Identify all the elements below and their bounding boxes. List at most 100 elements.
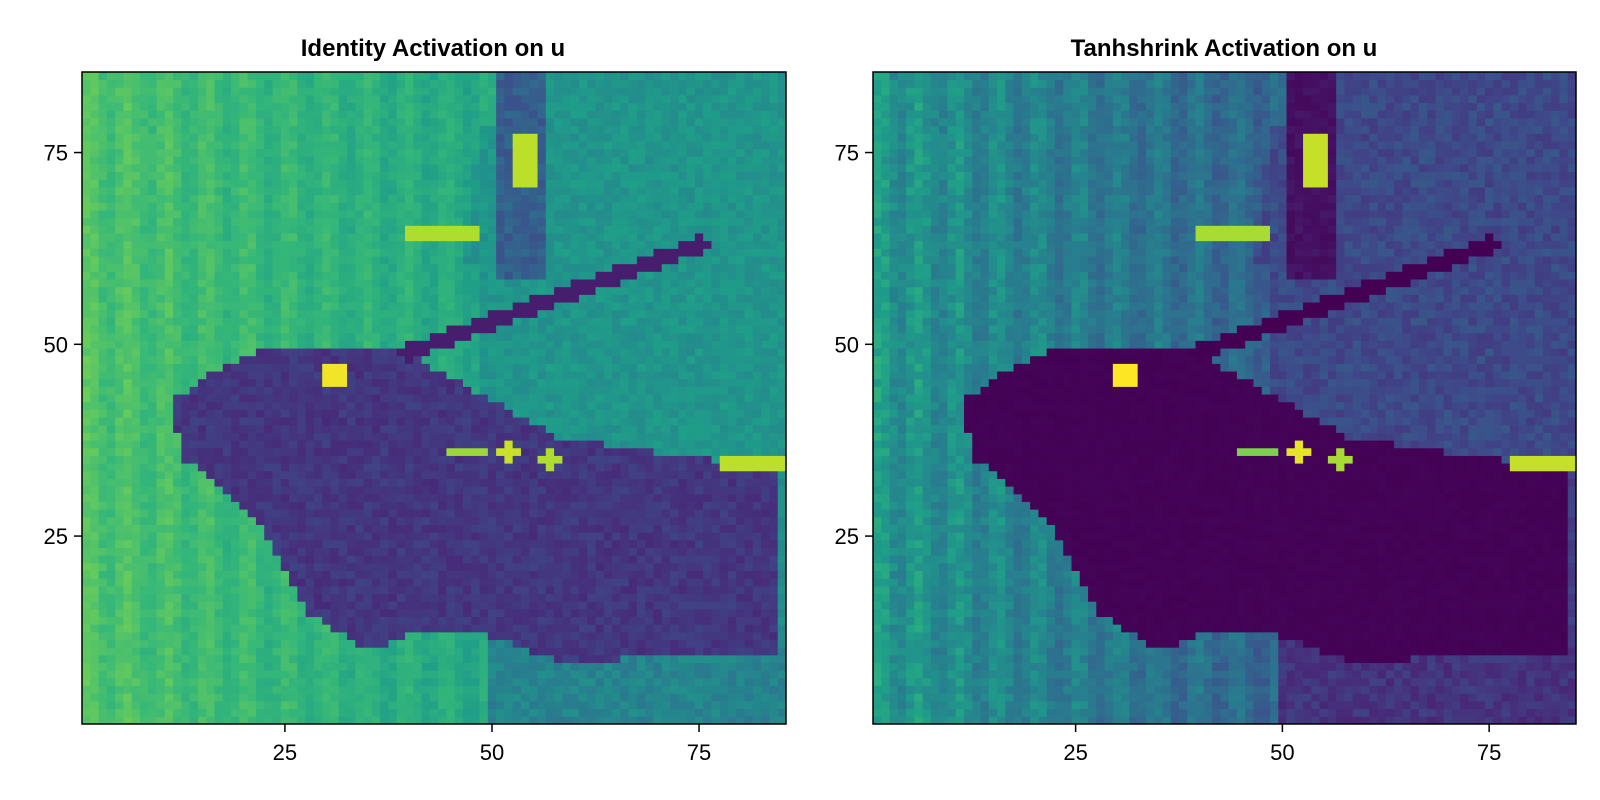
- heatmap-cell: [90, 716, 99, 725]
- heatmap-cell: [438, 355, 447, 364]
- heatmap-cell: [645, 478, 654, 487]
- heatmap-cell: [479, 539, 489, 548]
- heatmap-cell: [148, 409, 157, 418]
- heatmap-cell: [297, 608, 307, 618]
- heatmap-cell: [620, 294, 630, 303]
- heatmap-cell: [297, 708, 307, 717]
- heatmap-cell: [106, 509, 116, 518]
- heatmap-cell: [421, 532, 431, 541]
- heatmap-cell: [686, 478, 696, 487]
- heatmap-cell: [148, 616, 157, 625]
- heatmap-cell: [678, 570, 688, 579]
- heatmap-cell: [90, 470, 99, 479]
- heatmap-cell: [520, 470, 530, 479]
- heatmap-cell: [520, 639, 530, 648]
- heatmap-cell: [537, 294, 547, 303]
- heatmap-cell: [380, 593, 389, 602]
- heatmap-cell: [429, 532, 439, 541]
- heatmap-cell: [711, 616, 721, 625]
- heatmap-cell: [98, 662, 108, 671]
- heatmap-cell: [313, 593, 323, 602]
- heatmap-cell: [189, 271, 199, 280]
- heatmap-cell: [206, 693, 215, 702]
- heatmap-cell: [363, 394, 373, 403]
- heatmap-cell: [355, 555, 364, 564]
- heatmap-cell: [396, 570, 406, 579]
- heatmap-cell: [529, 685, 538, 694]
- heatmap-cell: [297, 501, 307, 510]
- heatmap-cell: [670, 693, 679, 702]
- heatmap-cell: [612, 670, 621, 679]
- heatmap-cell: [148, 309, 157, 318]
- heatmap-cell: [156, 279, 166, 288]
- heatmap-cell: [554, 378, 563, 387]
- heatmap-cell: [645, 378, 654, 387]
- heatmap-cell: [694, 562, 704, 571]
- heatmap-cell: [504, 455, 514, 464]
- heatmap-cell: [98, 363, 108, 372]
- heatmap-cell: [496, 493, 505, 502]
- heatmap-cell: [612, 463, 621, 472]
- heatmap-cell: [719, 654, 729, 664]
- heatmap-cell: [380, 463, 389, 472]
- heatmap-cell: [123, 478, 133, 487]
- heatmap-cell: [173, 409, 182, 418]
- heatmap-cell: [562, 463, 572, 472]
- heatmap-cell: [512, 539, 522, 548]
- heatmap-cell: [322, 394, 331, 403]
- heatmap-cell: [769, 570, 779, 579]
- heatmap-cell: [106, 608, 116, 618]
- heatmap-cell: [148, 501, 157, 510]
- heatmap-cell: [645, 309, 654, 318]
- heatmap-cell: [595, 455, 605, 464]
- heatmap-cell: [280, 486, 290, 495]
- heatmap-cell: [703, 378, 712, 387]
- heatmap-cell: [156, 363, 166, 372]
- heatmap-cell: [736, 693, 745, 702]
- heatmap-cell: [189, 501, 199, 510]
- heatmap-cell: [711, 486, 721, 495]
- heatmap-cell: [214, 562, 224, 571]
- heatmap-cell: [645, 455, 654, 464]
- heatmap-cell: [554, 578, 563, 587]
- heatmap-cell: [587, 570, 596, 579]
- heatmap-cell: [429, 716, 439, 725]
- heatmap-cell: [471, 302, 480, 311]
- heatmap-cell: [106, 340, 116, 349]
- heatmap-cell: [686, 493, 696, 502]
- heatmap-cell: [694, 348, 704, 357]
- heatmap-cell: [90, 271, 99, 280]
- heatmap-cell: [587, 378, 596, 387]
- heatmap-cell: [595, 340, 605, 349]
- heatmap-cell: [777, 309, 787, 318]
- heatmap-cell: [736, 624, 745, 633]
- heatmap-cell: [578, 309, 588, 318]
- heatmap-cell: [413, 432, 422, 441]
- heatmap-cell: [405, 493, 414, 502]
- heatmap-cell: [670, 616, 679, 625]
- heatmap-cell: [371, 593, 381, 602]
- heatmap-cell: [620, 309, 630, 318]
- heatmap-cell: [173, 555, 182, 564]
- heatmap-cell: [661, 470, 671, 479]
- heatmap-cell: [661, 447, 671, 456]
- heatmap-cell: [206, 317, 215, 326]
- heatmap-cell: [206, 501, 215, 510]
- heatmap-cell: [545, 693, 555, 702]
- heatmap-cell: [297, 486, 307, 495]
- heatmap-cell: [139, 447, 149, 456]
- heatmap-cell: [173, 578, 182, 587]
- heatmap-cell: [529, 317, 538, 326]
- heatmap-cell: [222, 631, 232, 641]
- heatmap-cell: [338, 470, 348, 479]
- heatmap-cell: [388, 616, 398, 625]
- heatmap-cell: [645, 593, 654, 602]
- heatmap-cell: [446, 693, 456, 702]
- heatmap-cell: [363, 693, 373, 702]
- heatmap-cell: [280, 708, 290, 717]
- heatmap-cell: [231, 601, 240, 610]
- heatmap-cell: [628, 309, 638, 318]
- heatmap-cell: [529, 639, 538, 648]
- heatmap-cell: [554, 493, 563, 502]
- heatmap-cell: [587, 501, 596, 510]
